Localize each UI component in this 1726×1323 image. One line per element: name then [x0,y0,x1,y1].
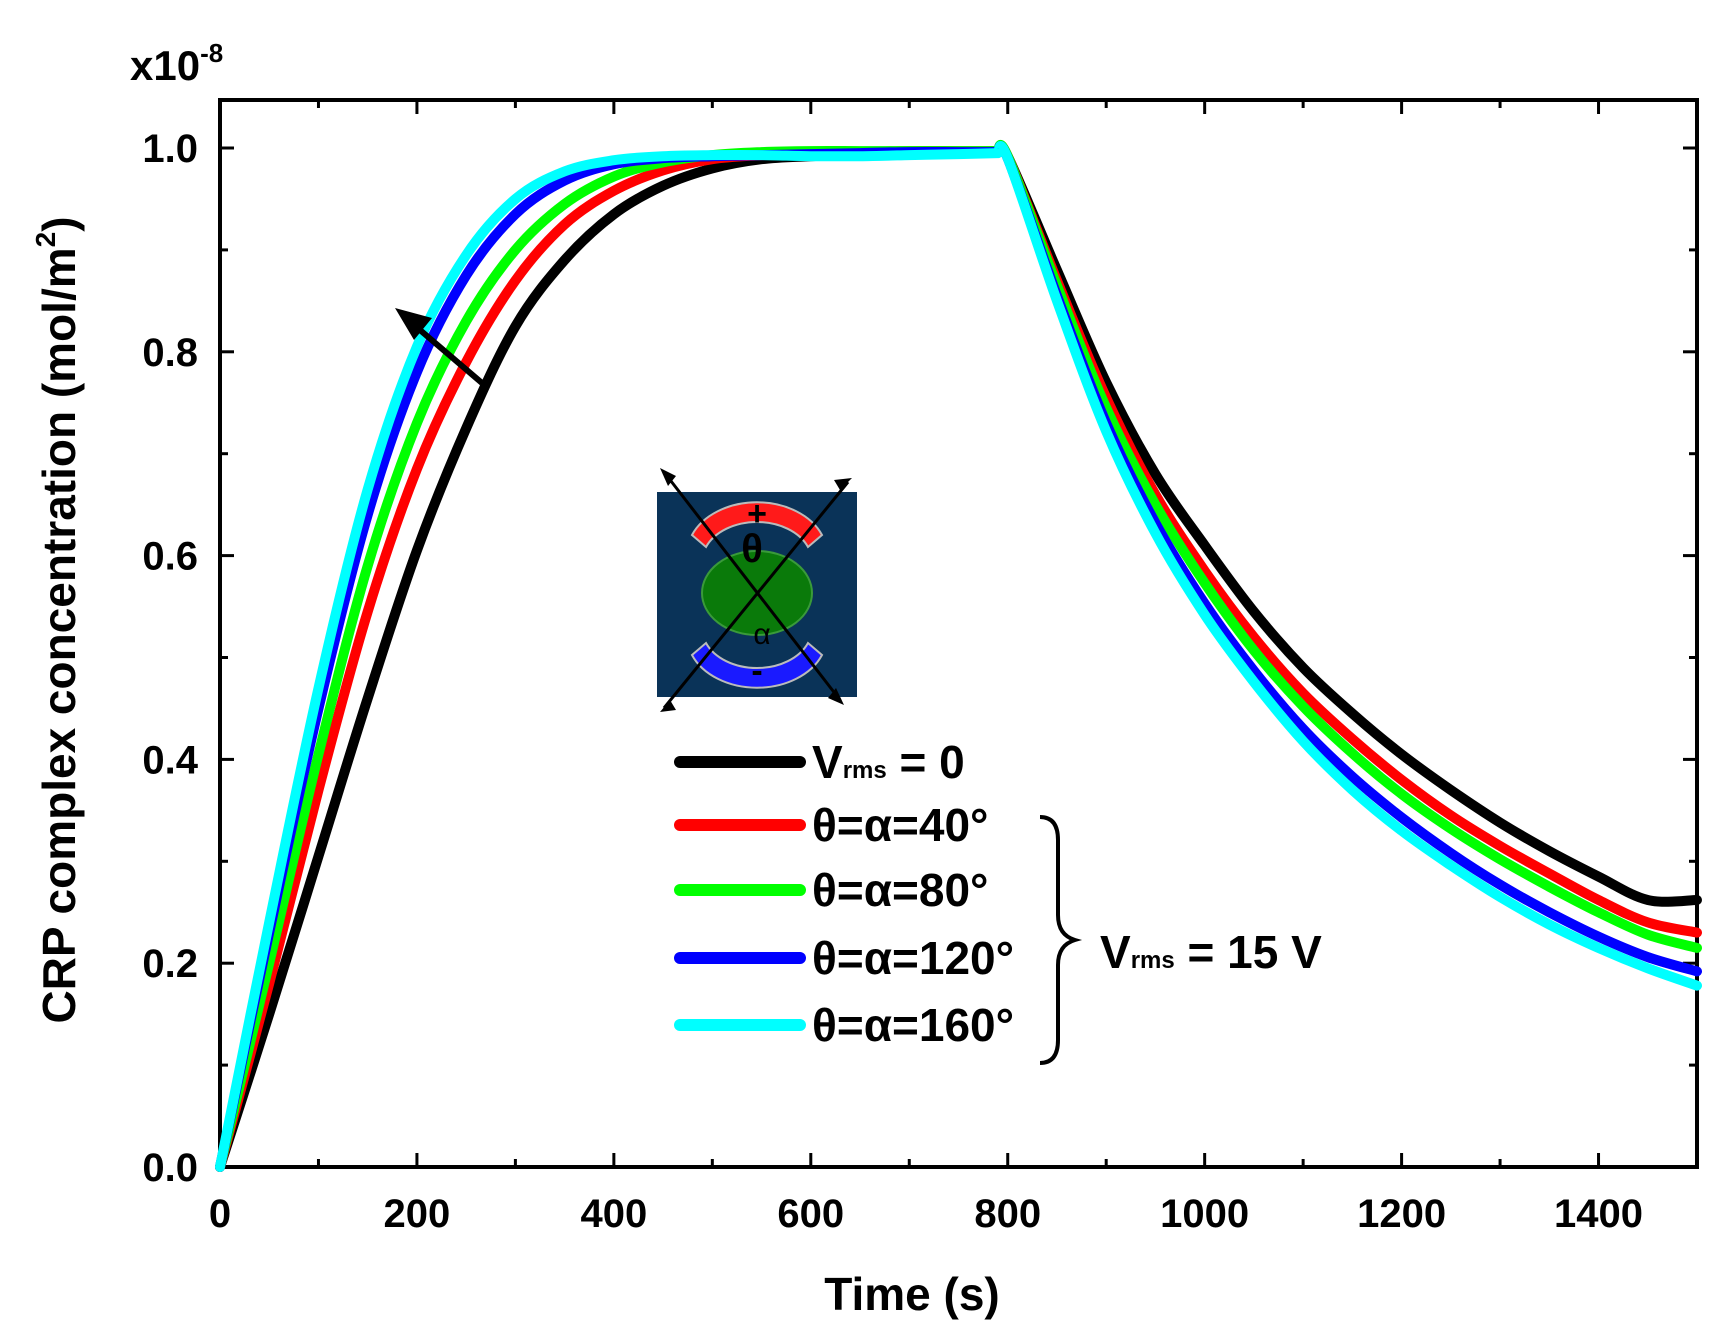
legend: Vrms = 0 θ=α=40° θ=α=80° θ=α=120° θ=α=160° [674,736,1014,1051]
y-tick-label: 1.0 [142,127,198,171]
inset-arrowhead-bottom-left [660,700,676,712]
inset-minus-label: - [751,652,762,690]
x-tick-label: 200 [384,1192,451,1236]
trend-arrow-shaft [418,327,484,386]
inset-plus-label: + [747,495,767,533]
trend-arrow-head [395,308,432,340]
y-axis-title: CRP complex concentration (mol/m2) [30,216,85,1023]
x-axis: 0 200 400 600 800 1000 1200 1400 [209,100,1643,1236]
legend-label-3: θ=α=120° [812,932,1014,984]
y-tick-label: 0.6 [142,535,198,579]
legend-label-4: θ=α=160° [812,999,1014,1051]
x-tick-label: 400 [580,1192,647,1236]
inset-bottom-electrode [690,641,824,689]
inset-diagonal-1 [662,471,842,701]
y-tick-label: 0.8 [142,331,198,375]
y-axis: 0.0 0.2 0.4 0.6 0.8 1.0 [142,127,1697,1190]
x-tick-label: 1200 [1357,1192,1446,1236]
inset-arrowhead-top-right [834,478,852,490]
x-tick-label: 800 [974,1192,1041,1236]
legend-bracket: Vrms = 15 V [1039,815,1322,1065]
series-group [215,139,1702,1172]
bracket-label: Vrms = 15 V [1100,926,1322,978]
legend-label-1: θ=α=40° [812,799,988,851]
inset-theta-label: θ [741,527,763,571]
inset-arrowhead-top-left [660,468,676,486]
x-tick-label: 1400 [1554,1192,1643,1236]
y-tick-label: 0.2 [142,942,198,986]
x-tick-label: 600 [777,1192,844,1236]
series-line-4 [215,140,1702,1172]
trend-arrow [395,308,484,386]
x-axis-title: Time (s) [824,1268,1000,1320]
x-tick-label: 0 [209,1192,231,1236]
y-multiplier: x10-8 [130,38,223,89]
bracket-shape [1039,815,1083,1065]
legend-label-0: Vrms = 0 [812,736,965,788]
inset-diagonal-2 [662,481,850,709]
inset-arrowhead-bottom-right [828,688,844,705]
inset-schematic: + θ α - [657,468,857,712]
x-tick-label: 1000 [1160,1192,1249,1236]
y-tick-label: 0.0 [142,1146,198,1190]
inset-top-electrode [690,501,824,549]
y-tick-label: 0.4 [142,738,198,782]
inset-alpha-label: α [753,618,770,651]
legend-label-2: θ=α=80° [812,864,988,916]
